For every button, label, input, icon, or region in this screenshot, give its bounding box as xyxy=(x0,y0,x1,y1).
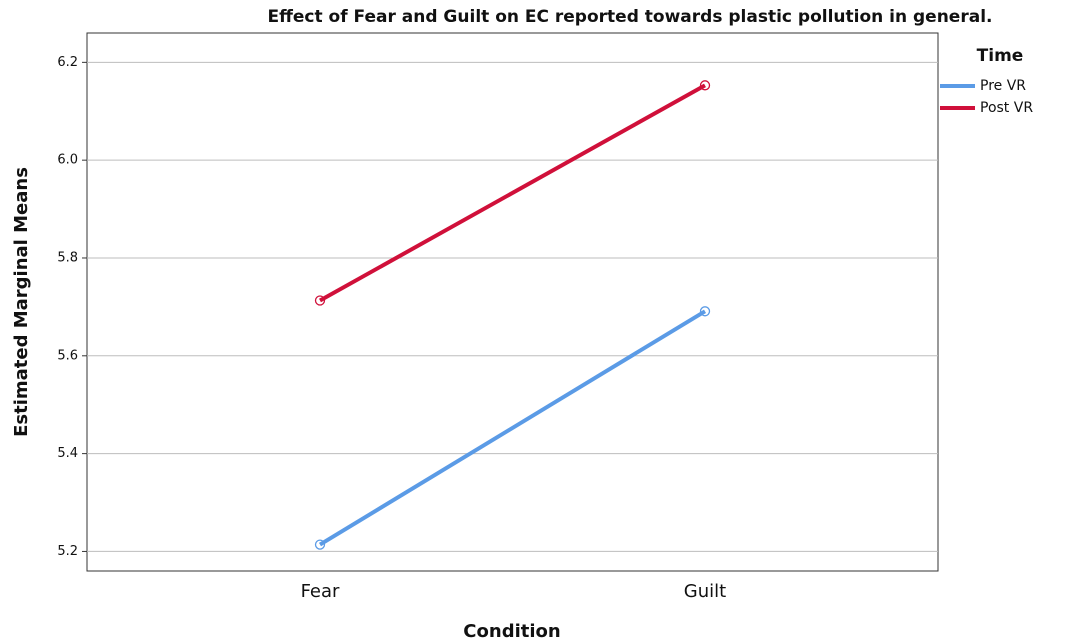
y-tick-label: 6.0 xyxy=(57,153,78,168)
point-marker xyxy=(314,295,326,306)
point-marker xyxy=(699,306,711,317)
point-marker xyxy=(699,80,711,91)
x-tick-label: Fear xyxy=(301,581,340,602)
x-axis-label: Condition xyxy=(463,621,560,642)
y-axis-label: Estimated Marginal Means xyxy=(11,167,32,437)
chart-title: Effect of Fear and Guilt on EC reported … xyxy=(268,7,993,27)
y-tick-label: 5.4 xyxy=(57,446,78,461)
series-line xyxy=(318,309,707,547)
y-tick-label: 5.6 xyxy=(57,348,78,363)
y-tick-label: 6.2 xyxy=(57,55,78,70)
legend-label: Post VR xyxy=(980,100,1033,116)
legend-title: Time xyxy=(977,46,1024,66)
plot-frame xyxy=(86,32,939,572)
x-tick-label: Guilt xyxy=(684,581,726,602)
point-marker xyxy=(314,539,326,550)
series-line xyxy=(319,83,706,303)
y-tick-label: 5.8 xyxy=(57,250,78,265)
legend-label: Pre VR xyxy=(980,78,1026,94)
y-tick-label: 5.2 xyxy=(57,544,78,559)
